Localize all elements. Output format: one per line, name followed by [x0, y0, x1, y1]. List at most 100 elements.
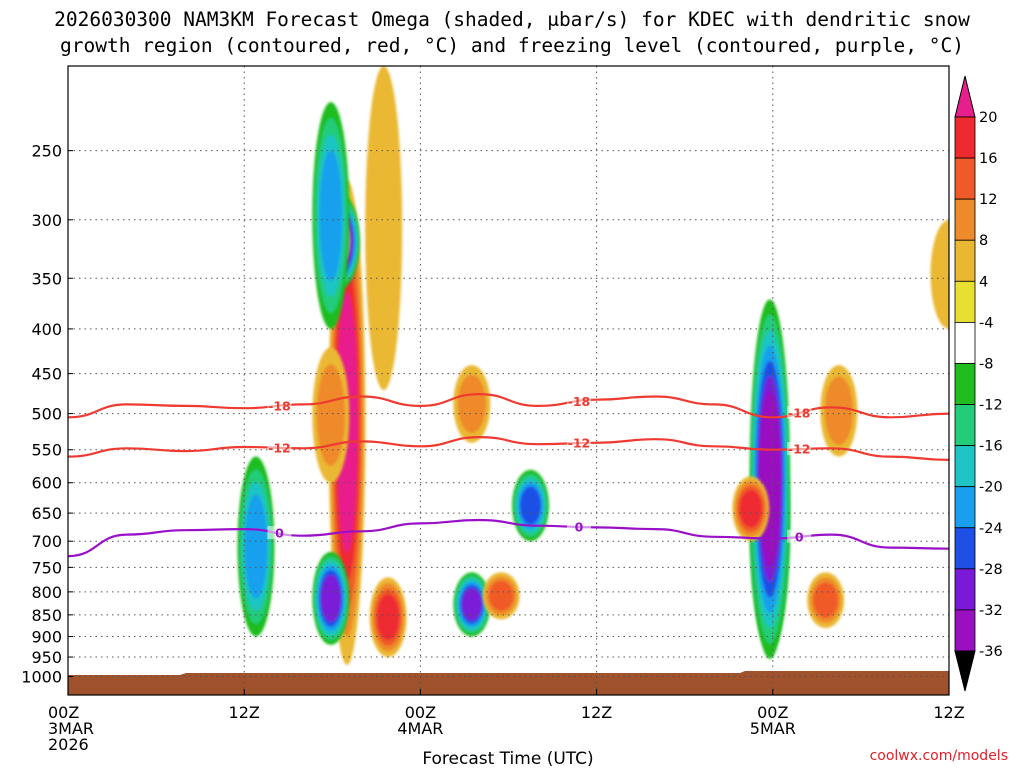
omega-cell-13	[312, 347, 350, 483]
x-tick-label: 00Z	[757, 703, 788, 722]
omega-cell-6	[237, 456, 275, 637]
omega-cell-8	[512, 469, 550, 542]
x-tick-label: 12Z	[933, 703, 964, 722]
omega-band	[316, 364, 346, 466]
omega-cell-2	[749, 299, 791, 660]
colorbar-swatch	[954, 363, 976, 405]
colorbar-label: -8	[979, 356, 993, 372]
y-tick-label: 950	[31, 648, 62, 667]
y-tick-label: 750	[31, 558, 62, 577]
grid-lines	[68, 66, 949, 695]
contour-label: 0	[575, 519, 584, 534]
omega-cell-10	[482, 572, 520, 620]
contour-label-background	[566, 519, 591, 533]
colorbar-swatch	[954, 239, 976, 282]
colorbar-label: -20	[979, 480, 1003, 496]
colorbar-label: -24	[979, 521, 1003, 537]
omega-band	[930, 219, 949, 329]
contour-label-background	[787, 405, 812, 419]
x-tick-label: 3MAR	[48, 719, 94, 738]
colorbar-swatch	[954, 609, 976, 652]
omega-band	[739, 490, 762, 528]
pressure-axis: 250 300 350 400 450 500 550 600 650 700 750 800 850 9…	[21, 142, 73, 686]
omega-band	[520, 486, 542, 525]
colorbar-label: 20	[979, 110, 997, 126]
omega-band	[461, 588, 482, 621]
omega-band	[319, 150, 343, 281]
omega-cell-16	[365, 66, 403, 391]
x-tick-label: 00Z	[48, 703, 79, 722]
x-tick-label: 4MAR	[397, 719, 443, 738]
contour-label-background	[267, 526, 292, 540]
omega-cell-5	[312, 551, 350, 645]
omega-cell-11	[732, 476, 770, 542]
colorbar-swatch	[954, 486, 976, 529]
colorbar-label: -16	[979, 439, 1003, 455]
contour-label: -12	[788, 442, 811, 457]
y-tick-label: 900	[31, 628, 62, 647]
y-tick-label: 650	[31, 504, 62, 523]
contour-label: -18	[568, 394, 591, 409]
colorbar-swatch	[954, 198, 976, 241]
x-tick-label: 5MAR	[750, 719, 796, 738]
colorbar-label: -36	[979, 644, 1003, 660]
contour-label-background	[267, 398, 292, 412]
omega-cell-12	[807, 572, 845, 629]
colorbar-label: -4	[979, 315, 993, 331]
contour-label: -12	[268, 440, 291, 455]
y-tick-label: 450	[31, 365, 62, 384]
contour-label: -12	[568, 436, 591, 451]
x-tick-label: 00Z	[405, 703, 436, 722]
contour-label-background	[566, 436, 591, 450]
omega-cell-7	[453, 572, 491, 637]
colorbar-lower-arrow	[954, 650, 976, 692]
x-axis-label: Forecast Time (UTC)	[422, 749, 593, 768]
colorbar-label: -32	[979, 603, 1003, 619]
colorbar-swatch	[954, 321, 976, 364]
omega-band	[365, 66, 403, 391]
colorbar-label: 16	[979, 151, 997, 167]
omega-band	[320, 574, 341, 622]
colorbar-label: 8	[979, 233, 988, 249]
colorbar: 20 16 12 8 4 -4 -8 -12 -16 -20 -24 -28 -32 -36	[954, 75, 1003, 692]
y-tick-label: 350	[31, 269, 62, 288]
y-tick-label: 1000	[21, 667, 62, 686]
x-tick-label: 2026	[48, 735, 89, 754]
x-tick-label: 12Z	[229, 703, 260, 722]
credit-text[interactable]: coolwx.com/models	[870, 748, 1008, 764]
omega-band	[376, 594, 400, 641]
colorbar-label: -12	[979, 398, 1003, 414]
colorbar-upper-arrow	[954, 75, 976, 118]
contour-label: -18	[788, 405, 811, 420]
omega-cell-14	[453, 365, 491, 443]
contour-label-background	[267, 440, 292, 454]
colorbar-swatch	[954, 404, 976, 447]
contour-label-background	[566, 394, 591, 408]
omega-band	[488, 580, 514, 611]
omega-band	[457, 374, 486, 434]
chart-title-line1: 2026030300 NAM3KM Forecast Omega (shaded…	[54, 8, 970, 31]
colorbar-swatch	[954, 157, 976, 200]
omega-band	[813, 582, 838, 618]
y-tick-label: 550	[31, 441, 62, 460]
colorbar-label: 4	[979, 274, 988, 290]
omega-band	[824, 376, 854, 446]
contour-label: -18	[268, 398, 291, 413]
colorbar-label: -28	[979, 562, 1003, 578]
contour-label: 0	[275, 526, 284, 541]
colorbar-swatch	[954, 527, 976, 570]
y-tick-label: 250	[31, 142, 62, 161]
omega-cell-4	[312, 102, 350, 329]
y-tick-label: 300	[31, 211, 62, 230]
y-tick-label: 700	[31, 532, 62, 551]
colorbar-label: 12	[979, 192, 997, 208]
omega-cell-15	[820, 365, 858, 457]
y-tick-label: 600	[31, 474, 62, 493]
x-tick-label: 12Z	[581, 703, 612, 722]
y-tick-label: 500	[31, 405, 62, 424]
contour-label-background	[787, 529, 812, 543]
chart-title-line2: growth region (contoured, red, °C) and f…	[60, 34, 964, 57]
y-tick-label: 850	[31, 606, 62, 625]
temperature-contours: -18 -18 -18 -12 -12 -12 0 0 0	[68, 392, 949, 558]
